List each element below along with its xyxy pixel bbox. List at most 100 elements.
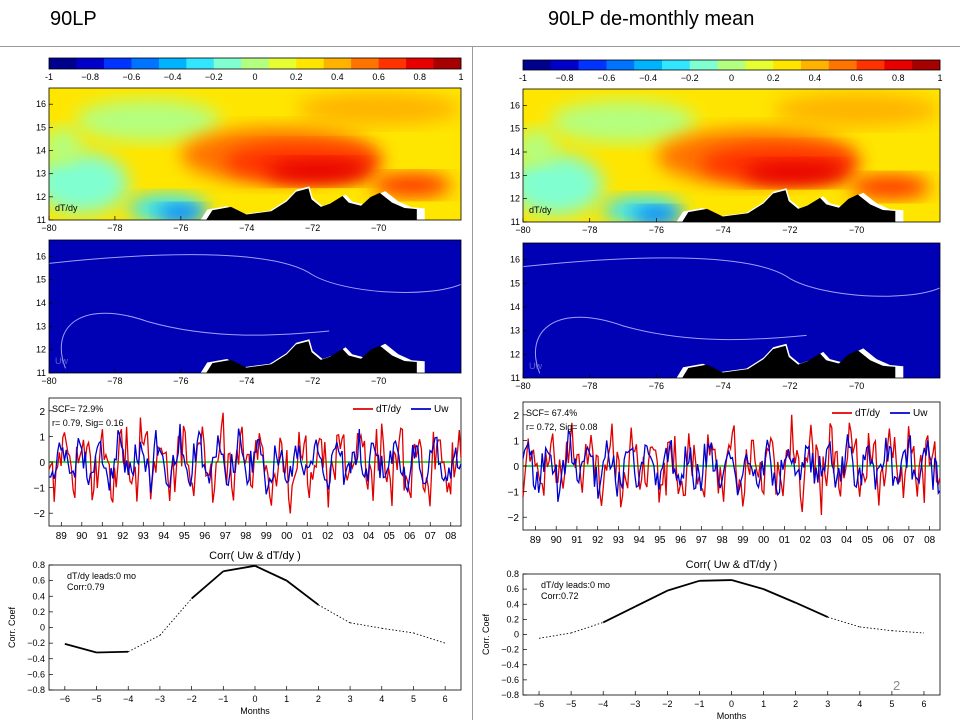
ts-x-tick-label: 95	[179, 531, 191, 542]
colorbar-cell	[856, 60, 885, 70]
ts-x-tick-label: 96	[675, 535, 687, 546]
ts-x-tick-label: 04	[363, 531, 375, 542]
colorbar-cell	[828, 60, 857, 70]
map-x-tick-label: −76	[649, 381, 664, 391]
colorbar-cell	[378, 58, 407, 69]
ts-x-tick-label: 01	[779, 535, 791, 546]
ts-x-tick-label: 08	[445, 531, 457, 542]
map-x-tick-label: −74	[716, 381, 731, 391]
map-x-tick-label: −76	[649, 225, 664, 235]
map-frame	[522, 88, 941, 223]
corr-line-segment	[570, 621, 604, 634]
corr-y-tick-label: −0.6	[27, 669, 45, 679]
title-divider-right	[472, 46, 960, 47]
map-y-tick-label: 11	[511, 217, 520, 227]
title-divider-left	[0, 46, 510, 47]
ts-x-tick-label: 99	[737, 535, 749, 546]
corr-y-tick-label: 0.8	[506, 569, 519, 579]
wind-field	[49, 240, 461, 373]
colorbar-cell	[49, 58, 77, 69]
series-uw-line	[522, 428, 941, 502]
ts-x-tick-label: 94	[634, 535, 646, 546]
land-mass	[206, 341, 417, 373]
map-frame	[48, 239, 462, 374]
map-y-tick-label: 11	[511, 373, 520, 383]
corr-x-tick-label: −2	[662, 699, 672, 709]
corr-line-segment	[699, 579, 732, 582]
colorbar-cell	[523, 60, 552, 70]
corr-x-tick-label: 4	[379, 694, 384, 704]
field-background	[523, 243, 940, 378]
stats-text: r= 0.72, Sig= 0.08	[526, 422, 598, 432]
map-y-tick-label: 13	[36, 321, 46, 331]
ts-x-tick-label: 93	[613, 535, 625, 546]
field-blob	[549, 100, 697, 143]
corr-x-tick-label: 2	[316, 694, 321, 704]
colorbar-cell	[550, 60, 579, 70]
colorbar-cell	[745, 60, 774, 70]
ts-x-tick-label: 03	[343, 531, 355, 542]
map-y-tick-label: 11	[37, 368, 46, 378]
map-x-tick-label: −78	[582, 381, 597, 391]
panel-divider	[472, 47, 473, 720]
colorbar-tick-label: -1	[519, 73, 527, 83]
corr-y-tick-label: 0.2	[32, 607, 45, 617]
corr-x-tick-label: −5	[566, 699, 576, 709]
colorbar-cell	[241, 58, 270, 69]
corr-x-tick-label: 6	[921, 699, 926, 709]
map-label-dtdy: dT/dy	[55, 203, 78, 213]
corr-line-segment	[64, 643, 97, 654]
corr-x-axis-label: Months	[240, 706, 270, 716]
map-y-tick-label: 12	[36, 192, 46, 202]
corr-frame	[522, 573, 941, 696]
colorbar-tick-label: −0.2	[681, 73, 699, 83]
corr-x-tick-label: −4	[598, 699, 608, 709]
stats-text: r= 0.79, Sig= 0.16	[52, 418, 124, 428]
scf-text: SCF= 67.4%	[526, 408, 577, 418]
map-x-tick-label: −78	[107, 223, 122, 233]
right-figure: -1 −0.8 −0.6 −0.4 −0.2 0 0.2 0.4 0.6 0.8 1 −80 −78 −7…	[481, 59, 943, 720]
legend-label-dtdy: dT/dy	[855, 408, 880, 419]
map-x-tick-label: −80	[515, 225, 530, 235]
map-y-tick-label: 15	[36, 275, 46, 285]
map-x-tick-label: −72	[782, 225, 797, 235]
corr-line-segment	[731, 579, 764, 590]
corr-x-tick-label: −3	[630, 699, 640, 709]
map-x-tick-label: −70	[849, 381, 864, 391]
ts-y-tick-label: −1	[34, 484, 46, 495]
map-y-tick-label: 16	[36, 251, 46, 261]
colorbar-cell	[634, 60, 663, 70]
corr-y-tick-label: 0.8	[32, 560, 45, 570]
map-x-tick-label: −72	[305, 376, 320, 386]
corr-y-axis-label: Corr. Coef	[7, 606, 17, 648]
map-y-tick-label: 11	[37, 215, 46, 225]
map-x-tick-label: −80	[41, 223, 56, 233]
map-x-tick-label: −70	[371, 376, 386, 386]
corr-y-axis-label: Corr. Coef	[481, 613, 491, 655]
corr-x-tick-label: 0	[729, 699, 734, 709]
colorbar-tick-label: 0.4	[331, 72, 344, 82]
field-blob	[849, 175, 930, 199]
ts-x-tick-label: 96	[199, 531, 211, 542]
field-blob	[743, 161, 850, 185]
colorbar-tick-label: −0.4	[639, 73, 657, 83]
ts-x-tick-label: 00	[758, 535, 770, 546]
corr-y-tick-label: −0.8	[27, 685, 45, 695]
map-label-uw: Uw	[55, 356, 68, 366]
series-uw-line	[48, 423, 462, 495]
colorbar-frame	[522, 59, 941, 71]
land-mass	[682, 190, 896, 222]
land-mass	[682, 345, 896, 378]
ts-x-tick-label: 94	[158, 531, 170, 542]
ts-y-tick-label: −2	[34, 509, 46, 520]
map-y-tick-label: 16	[510, 255, 520, 265]
corr-line-segment	[318, 604, 351, 624]
colorbar-cell	[131, 58, 160, 69]
map-y-tick-label: 15	[510, 278, 520, 288]
map-y-tick-label: 12	[510, 194, 520, 204]
colorbar-cell	[213, 58, 242, 69]
field-blob	[75, 99, 221, 142]
ts-x-tick-label: 04	[841, 535, 853, 546]
correlation-field	[49, 88, 461, 220]
